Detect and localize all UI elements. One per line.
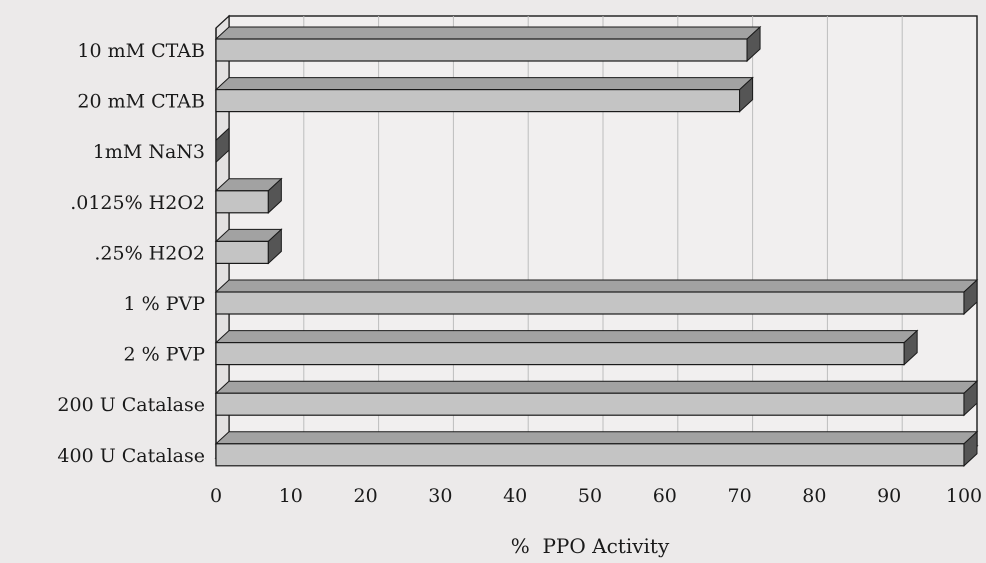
bar-top-face (214, 279, 979, 293)
x-tick-label: 80 (802, 485, 826, 507)
category-label: 400 U Catalase (57, 445, 205, 467)
category-label: 200 U Catalase (57, 394, 205, 416)
category-label: 20 mM CTAB (77, 91, 205, 113)
bar-front-face (215, 88, 741, 113)
category-label: .0125% H2O2 (70, 192, 205, 214)
bar (214, 278, 979, 316)
bar-end-face (963, 380, 978, 417)
x-tick-label: 10 (279, 485, 303, 507)
bar-end-face (963, 278, 978, 316)
x-tick-label: 60 (653, 485, 677, 507)
bar-end-face (739, 76, 754, 113)
bar (214, 25, 762, 63)
bar (214, 76, 754, 113)
x-tick-labels: 0 10 20 30 40 50 60 70 80 90 100 (210, 485, 982, 507)
x-tick-label: 50 (578, 485, 602, 507)
x-tick-label: 70 (728, 485, 752, 507)
category-label: 2 % PVP (123, 344, 205, 366)
bar-front-face (215, 190, 269, 214)
bar (214, 177, 283, 214)
bar-front-face (215, 443, 965, 467)
category-labels: 10 mM CTAB 20 mM CTAB 1mM NaN3 .0125% H2O2.… (57, 40, 205, 467)
bar (214, 430, 979, 467)
bar-end-face (746, 25, 761, 63)
bar-end-face (215, 127, 230, 164)
x-tick-label: 20 (354, 485, 378, 507)
bar-end-face (267, 177, 282, 214)
bar-top-face (214, 330, 919, 344)
category-label: 10 mM CTAB (77, 40, 205, 62)
bar-end-face (267, 228, 282, 265)
bar-end-face (903, 329, 918, 366)
category-label: 1 % PVP (123, 293, 205, 315)
bar-end-face (963, 430, 978, 467)
x-axis-title: % PPO Activity (511, 534, 670, 558)
bar-top-face (214, 431, 979, 445)
bar-top-face (214, 77, 754, 91)
bar-front-face (215, 291, 965, 315)
bar-top-face (214, 380, 979, 394)
x-tick-label: 90 (877, 485, 901, 507)
x-tick-label: 30 (428, 485, 452, 507)
bar-front-face (215, 392, 965, 416)
x-tick-label: 100 (946, 485, 982, 507)
bar-front-face (215, 342, 905, 366)
category-label: .25% H2O2 (94, 242, 205, 264)
bar (214, 380, 979, 417)
x-tick-label: 40 (503, 485, 527, 507)
x-tick-label: 0 (210, 485, 222, 507)
bar-top-face (214, 26, 762, 40)
bar (215, 127, 230, 164)
bar (214, 329, 919, 366)
bars (214, 25, 979, 467)
bar-front-face (215, 38, 748, 62)
bar (214, 228, 283, 265)
category-label: 1mM NaN3 (93, 141, 205, 163)
bar-front-face (215, 240, 269, 264)
